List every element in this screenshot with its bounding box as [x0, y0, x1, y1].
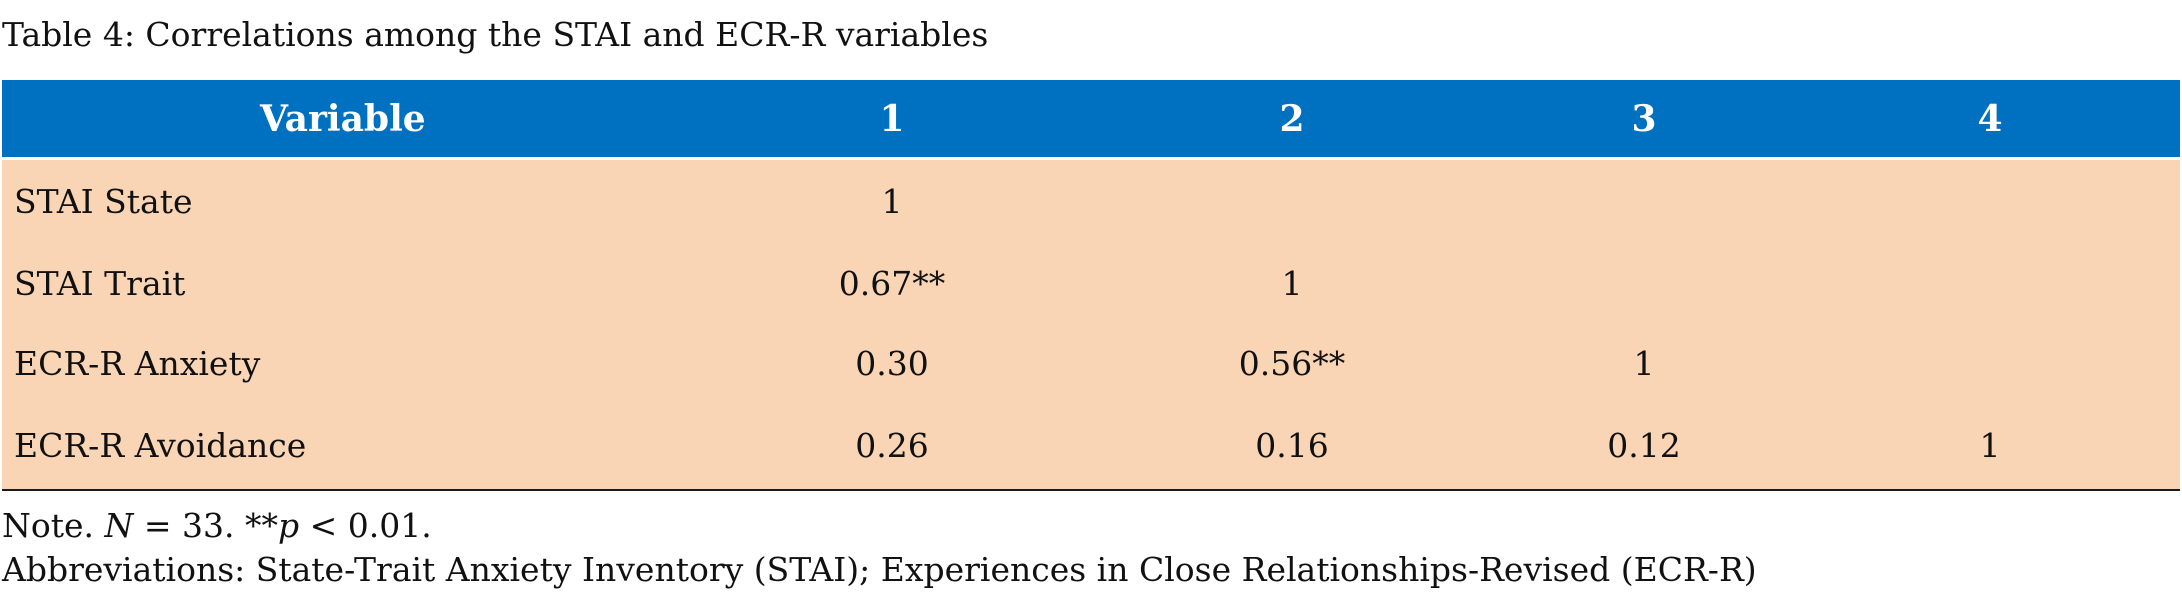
table-cell: 0.26 — [688, 402, 1096, 491]
table-header-row: Variable 1 2 3 4 — [2, 80, 2180, 159]
n-symbol: N — [104, 506, 134, 545]
table-cell — [1488, 158, 1800, 242]
table-cell — [1096, 158, 1488, 242]
table-cell — [1800, 325, 2180, 402]
significance-note: Note. N = 33. **p < 0.01. — [2, 504, 1757, 548]
table-row: ECR-R Anxiety 0.30 0.56** 1 — [2, 325, 2180, 402]
table-cell: 1 — [1488, 325, 1800, 402]
table-cell: 0.67** — [688, 242, 1096, 325]
table-cell: 0.12 — [1488, 402, 1800, 491]
table-cell: 1 — [1800, 402, 2180, 491]
p-symbol: p — [278, 506, 300, 545]
table-caption: Table 4: Correlations among the STAI and… — [2, 15, 989, 54]
table-note: Note. N = 33. **p < 0.01. Abbreviations:… — [2, 504, 1757, 592]
table-cell — [1800, 242, 2180, 325]
column-header-3: 3 — [1631, 97, 1657, 140]
table-row: STAI Trait 0.67** 1 — [2, 242, 2180, 325]
table-cell: 0.56** — [1096, 325, 1488, 402]
table-cell — [1488, 242, 1800, 325]
abbreviations-note: Abbreviations: State-Trait Anxiety Inven… — [2, 550, 1757, 589]
row-label: ECR-R Avoidance — [2, 402, 688, 491]
column-header-4: 4 — [1977, 97, 2003, 140]
table-row: STAI State 1 — [2, 158, 2180, 242]
table-cell: 1 — [1096, 242, 1488, 325]
correlation-table: Variable 1 2 3 4 STAI State 1 STAI Trait… — [2, 80, 2180, 491]
column-header-2: 2 — [1279, 97, 1305, 140]
table-cell — [1800, 158, 2180, 242]
p-text: < 0.01. — [299, 506, 432, 545]
table-cell: 0.30 — [688, 325, 1096, 402]
table-row: ECR-R Avoidance 0.26 0.16 0.12 1 — [2, 402, 2180, 491]
table-cell: 0.16 — [1096, 402, 1488, 491]
column-header-variable: Variable — [260, 97, 426, 140]
n-text: = 33. ** — [133, 506, 278, 545]
column-header-1: 1 — [879, 97, 905, 140]
table-cell: 1 — [688, 158, 1096, 242]
note-prefix: Note. — [2, 506, 105, 545]
row-label: ECR-R Anxiety — [2, 325, 688, 402]
row-label: STAI Trait — [2, 242, 688, 325]
row-label: STAI State — [2, 158, 688, 242]
